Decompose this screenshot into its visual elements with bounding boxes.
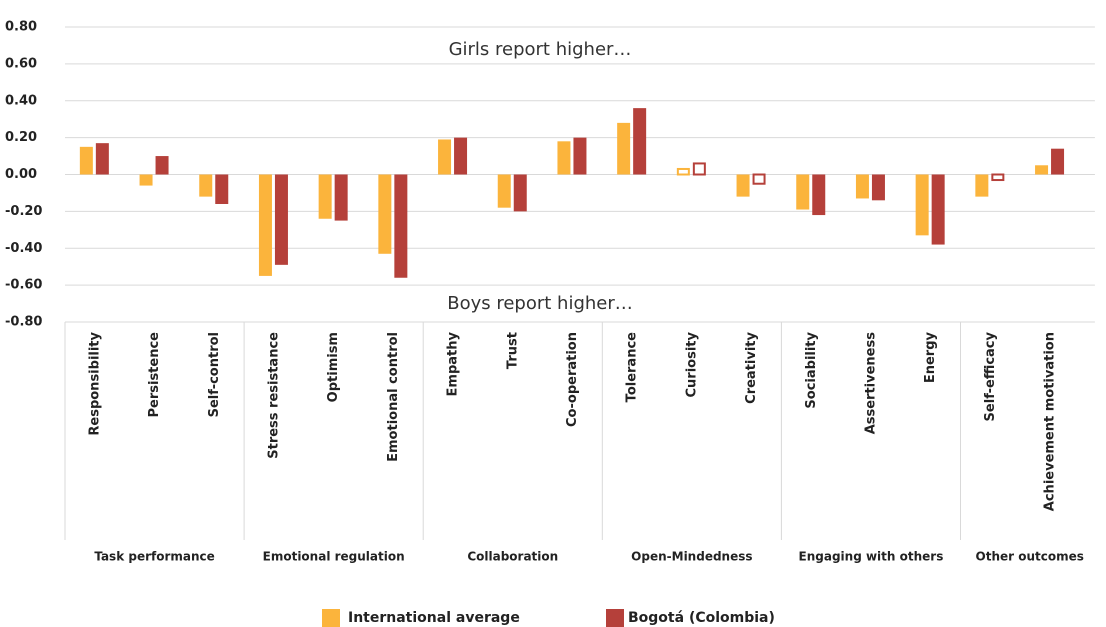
bar [274, 174, 288, 265]
bar [931, 174, 945, 245]
bar [633, 108, 647, 175]
legend-swatch [322, 609, 340, 627]
x-tick-label: Curiosity [684, 331, 699, 397]
x-tick-label: Emotional control [386, 332, 401, 462]
bar [394, 174, 408, 278]
x-tick-label: Co-operation [565, 332, 580, 427]
bar [573, 137, 587, 175]
x-tick-label: Achievement motivation [1043, 332, 1058, 511]
x-tick-label: Trust [505, 332, 520, 369]
x-tick-label: Self-efficacy [983, 331, 998, 421]
group-label: Open-Mindedness [631, 550, 752, 564]
bar [692, 162, 706, 176]
bar [557, 141, 571, 175]
bar [855, 174, 869, 199]
bar [796, 174, 810, 210]
x-tick-label: Responsibility [87, 331, 102, 435]
bar [378, 174, 392, 254]
bar [752, 173, 766, 185]
y-tick-label: 0.00 [5, 167, 37, 182]
y-tick-label: -0.80 [5, 315, 42, 330]
bar [617, 122, 631, 175]
x-tick-label: Tolerance [625, 332, 640, 402]
y-tick-label: 0.40 [5, 93, 37, 108]
bar [991, 173, 1005, 182]
group-label: Collaboration [467, 550, 558, 564]
bar [318, 174, 332, 219]
bar [79, 146, 93, 175]
bar [215, 174, 229, 204]
legend-label: Bogotá (Colombia) [628, 610, 775, 626]
annotation: Boys report higher… [447, 293, 633, 314]
bar [871, 174, 885, 201]
bar [915, 174, 929, 236]
y-tick-label: -0.60 [5, 278, 42, 293]
y-tick-label: -0.40 [5, 241, 42, 256]
legend-swatch [606, 609, 624, 627]
x-tick-label: Empathy [446, 331, 461, 396]
bar [438, 139, 452, 175]
bar [736, 174, 750, 197]
x-tick-label: Stress resistance [266, 332, 281, 459]
y-tick-label: 0.20 [5, 130, 37, 145]
y-tick-label: 0.60 [5, 56, 37, 71]
bar [676, 167, 690, 176]
group-label: Other outcomes [976, 550, 1084, 564]
bar [1035, 165, 1049, 175]
bar [95, 143, 109, 175]
bar [812, 174, 826, 216]
x-tick-label: Energy [923, 331, 938, 383]
y-tick-label: 0.80 [5, 20, 37, 35]
x-tick-label: Creativity [744, 331, 759, 403]
x-tick-label: Self-control [207, 332, 222, 417]
annotation: Girls report higher… [449, 39, 632, 60]
bar [334, 174, 348, 221]
bar [199, 174, 213, 197]
x-tick-label: Assertiveness [863, 332, 878, 435]
bar [155, 156, 169, 175]
x-tick-label: Sociability [804, 331, 819, 408]
group-label: Engaging with others [799, 550, 944, 564]
x-tick-label: Persistence [147, 332, 162, 418]
x-tick-label: Optimism [326, 332, 341, 402]
legend-label: International average [348, 610, 520, 626]
bar [497, 174, 511, 208]
group-label: Task performance [94, 550, 214, 564]
bar [139, 174, 153, 186]
bar [454, 137, 468, 175]
bar [1051, 148, 1065, 175]
group-label: Emotional regulation [263, 550, 405, 564]
bar [258, 174, 272, 276]
y-tick-label: -0.20 [5, 204, 42, 219]
bar [513, 174, 527, 212]
bar [975, 174, 989, 197]
